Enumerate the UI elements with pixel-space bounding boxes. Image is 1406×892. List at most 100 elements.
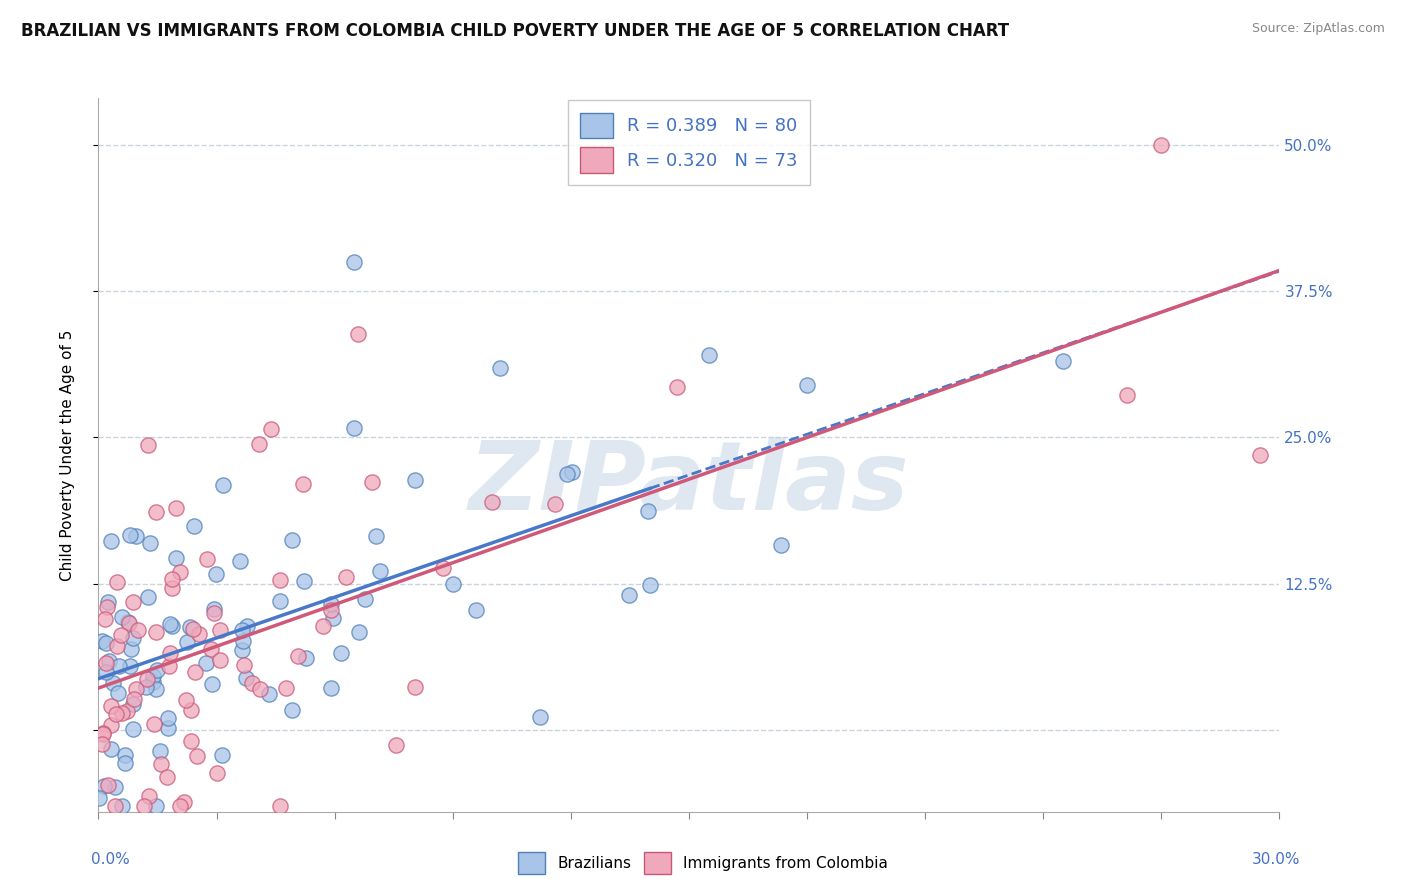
Point [118,615,141,630]
Point [368,564,391,578]
Point [138,789,160,803]
Point [108,658,131,673]
Point [162,618,184,632]
Point [155,770,177,784]
Point [209,653,232,667]
Point [441,577,464,591]
Point [98,654,121,668]
Point [665,380,688,394]
Point [385,739,408,753]
Point [207,765,229,780]
Point [561,465,583,479]
Point [122,692,145,706]
Point [247,436,270,450]
Y-axis label: Child Poverty Under the Age of 5: Child Poverty Under the Age of 5 [60,329,75,581]
Point [555,467,578,481]
Point [89,791,111,805]
Point [319,681,342,695]
Point [188,627,211,641]
Point [124,681,146,696]
Point [343,255,366,269]
Point [110,628,132,642]
Point [94,665,117,680]
Point [100,534,122,549]
Legend: Brazilians, Immigrants from Colombia: Brazilians, Immigrants from Colombia [512,846,894,880]
Point [211,747,233,762]
Point [111,610,134,624]
Text: BRAZILIAN VS IMMIGRANTS FROM COLOMBIA CHILD POVERTY UNDER THE AGE OF 5 CORRELATI: BRAZILIAN VS IMMIGRANTS FROM COLOMBIA CH… [21,22,1010,40]
Point [100,717,122,731]
Point [120,641,142,656]
Point [91,727,114,741]
Point [481,495,503,509]
Point [212,478,235,492]
Point [346,327,368,342]
Point [91,726,114,740]
Point [240,676,263,690]
Point [111,706,134,720]
Point [135,672,157,686]
Point [132,798,155,813]
Legend: R = 0.389   N = 80, R = 0.320   N = 73: R = 0.389 N = 80, R = 0.320 N = 73 [568,100,810,186]
Point [208,624,231,638]
Point [184,665,207,680]
Point [335,570,357,584]
Point [111,798,134,813]
Point [120,528,142,542]
Point [121,631,143,645]
Point [101,676,124,690]
Point [287,648,309,663]
Point [122,722,145,736]
Point [489,361,512,376]
Point [236,619,259,633]
Point [200,642,222,657]
Point [404,680,426,694]
Point [769,538,792,552]
Point [321,598,343,612]
Point [94,656,117,670]
Point [796,377,818,392]
Point [176,634,198,648]
Point [529,710,551,724]
Point [114,748,136,763]
Point [366,529,388,543]
Point [145,505,167,519]
Point [619,588,641,602]
Text: 0.0%: 0.0% [91,852,131,867]
Point [195,657,218,671]
Point [180,734,202,748]
Point [186,749,208,764]
Point [115,704,138,718]
Point [260,422,283,436]
Point [114,756,136,770]
Point [90,633,112,648]
Point [96,600,118,615]
Point [319,603,342,617]
Point [121,595,143,609]
Point [1116,387,1139,401]
Point [465,603,488,617]
Point [107,686,129,700]
Point [281,533,304,548]
Point [231,643,253,657]
Point [353,591,375,606]
Point [91,737,114,751]
Point [136,437,159,451]
Point [169,565,191,579]
Point [100,742,122,756]
Point [174,693,197,707]
Point [232,633,254,648]
Point [181,622,204,636]
Point [149,744,172,758]
Point [180,703,202,717]
Point [1052,354,1074,368]
Point [274,681,297,695]
Point [360,475,382,489]
Point [142,668,165,682]
Point [432,560,454,574]
Point [143,716,166,731]
Point [173,795,195,809]
Point [404,473,426,487]
Point [292,477,315,491]
Point [269,594,291,608]
